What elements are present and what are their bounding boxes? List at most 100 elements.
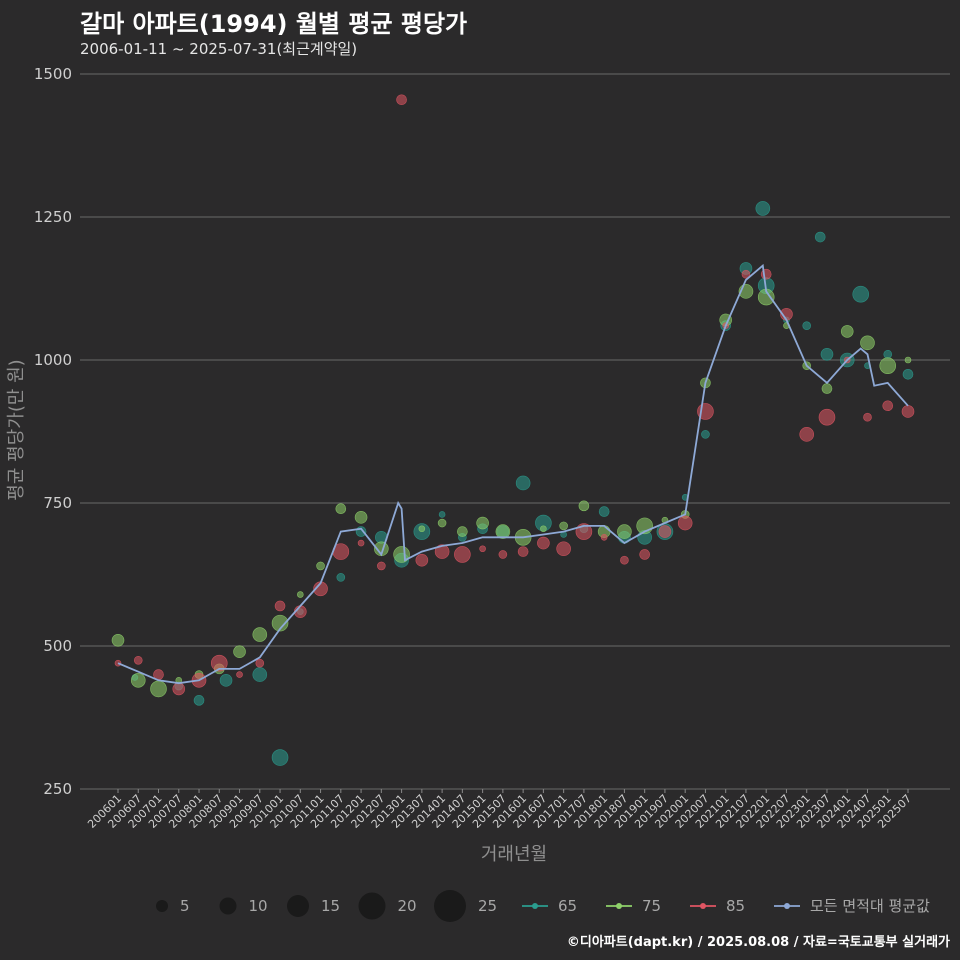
y-tick-label: 250 (43, 780, 72, 798)
gridlines (80, 73, 950, 790)
data-point-75 (316, 561, 325, 571)
y-tick-label: 1000 (34, 351, 72, 369)
data-point-65 (336, 573, 346, 582)
footer-credit: ©디아파트(dapt.kr) / 2025.08.08 / 자료=국토교통부 실… (566, 935, 950, 950)
scatter-points (111, 94, 915, 766)
data-point-65 (598, 506, 610, 517)
legend-size-dot (219, 897, 237, 915)
data-point-85 (556, 541, 571, 557)
legend-marker (700, 903, 706, 909)
y-tick-label: 1250 (34, 208, 72, 226)
data-point-85 (396, 94, 407, 106)
data-point-85 (357, 539, 365, 547)
data-point-85 (799, 427, 815, 442)
data-point-85 (818, 408, 836, 426)
data-point-85 (600, 534, 608, 541)
data-point-75 (821, 383, 833, 394)
data-point-75 (130, 673, 146, 688)
data-point-85 (236, 671, 243, 678)
data-point-75 (860, 335, 875, 351)
data-point-75 (150, 680, 167, 698)
x-tick-labels: 2006012006072007012007072008012008072009… (85, 789, 914, 831)
average-line (117, 263, 909, 685)
data-point-85 (377, 561, 386, 571)
data-point-75 (540, 525, 547, 533)
data-point-65 (820, 347, 834, 361)
data-point-65 (252, 667, 268, 682)
legend-series-label: 75 (642, 897, 661, 915)
y-tick-label: 750 (43, 494, 72, 512)
legend-size-dot (156, 900, 168, 912)
y-tick-label: 1500 (34, 65, 72, 83)
y-tick-labels: 250 500 750 1000 1250 1500 (34, 65, 72, 798)
legend-marker (532, 903, 538, 909)
data-point-75 (354, 510, 368, 524)
data-point-65 (438, 511, 446, 518)
data-point-65 (814, 231, 826, 243)
data-point-65 (755, 201, 771, 216)
x-axis-label: 거래년월 (481, 844, 547, 865)
data-point-65 (271, 749, 289, 766)
data-point-75 (233, 645, 246, 659)
data-point-85 (882, 400, 894, 412)
data-point-75 (111, 633, 125, 647)
data-point-75 (904, 356, 912, 364)
data-point-85 (901, 405, 915, 418)
legend-marker (616, 903, 622, 909)
data-point-85 (517, 546, 529, 557)
legend-series-label: 모든 면적대 평균값 (810, 897, 930, 915)
y-axis-label: 평균 평당가(만 원) (6, 359, 27, 500)
data-point-75 (437, 518, 447, 528)
data-point-85 (677, 515, 693, 531)
chart-title: 갈마 아파트(1994) 월별 평균 평당가 (80, 10, 468, 38)
data-point-85 (255, 658, 265, 668)
data-point-75 (335, 503, 347, 515)
data-point-75 (840, 325, 854, 338)
data-point-85 (479, 545, 486, 553)
data-point-85 (863, 412, 872, 422)
data-point-85 (620, 555, 629, 565)
chart-subtitle: 2006-01-11 ~ 2025-07-31(최근계약일) (80, 40, 358, 58)
data-point-65 (852, 285, 870, 303)
legend-size-label: 25 (478, 897, 497, 915)
legend-series-label: 85 (726, 897, 745, 915)
data-point-65 (902, 368, 914, 380)
data-point-65 (219, 674, 233, 687)
data-point-85 (133, 655, 143, 665)
data-point-85 (639, 549, 650, 560)
data-point-75 (457, 526, 468, 537)
data-point-75 (578, 500, 590, 512)
data-point-85 (537, 536, 550, 550)
data-point-65 (802, 321, 812, 330)
legend-series-label: 65 (558, 897, 577, 915)
data-point-75 (879, 357, 897, 375)
legend-size-label: 20 (398, 897, 417, 915)
data-point-65 (883, 349, 893, 359)
data-point-85 (741, 269, 751, 279)
data-point-85 (274, 600, 286, 612)
legend-size-label: 15 (321, 897, 340, 915)
data-point-85 (434, 544, 450, 559)
data-point-75 (271, 614, 289, 632)
data-point-85 (658, 525, 672, 538)
data-point-85 (172, 682, 186, 696)
legend-size-dot (434, 890, 466, 922)
data-point-75 (495, 524, 511, 539)
data-point-75 (617, 524, 632, 539)
data-point-65 (701, 430, 710, 439)
legend-size-dot (287, 895, 309, 917)
average-price-line (117, 263, 909, 685)
legend-size-label: 10 (249, 897, 268, 915)
legend: 5 10 15 20 25 65 75 85 모든 면적대 평균값 (156, 890, 930, 922)
legend-marker (784, 903, 790, 909)
data-point-85 (415, 553, 429, 567)
data-point-65 (515, 475, 531, 491)
data-point-75 (252, 627, 268, 642)
data-point-75 (559, 521, 568, 531)
data-point-85 (498, 550, 508, 559)
legend-size-dot (358, 892, 386, 920)
legend-size-label: 5 (180, 897, 190, 915)
data-point-65 (193, 695, 205, 706)
data-point-75 (476, 516, 489, 530)
